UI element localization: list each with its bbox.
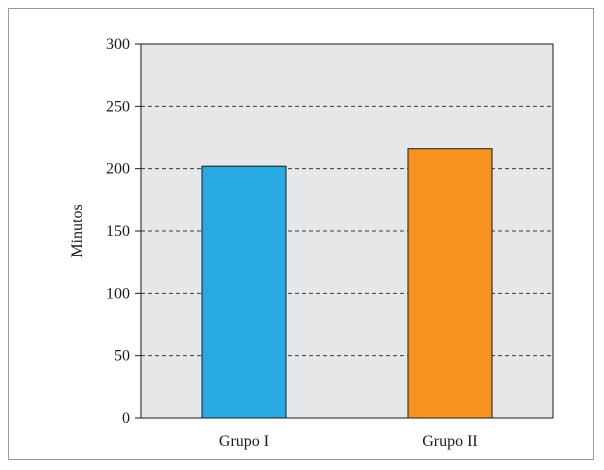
x-tick-label: Grupo I bbox=[219, 433, 269, 450]
y-tick-label: 150 bbox=[106, 223, 130, 240]
y-tick-label: 50 bbox=[114, 348, 130, 365]
plot-border bbox=[140, 43, 554, 419]
y-tick-label: 300 bbox=[106, 36, 130, 53]
axes bbox=[135, 43, 554, 419]
x-tick-label: Grupo II bbox=[422, 433, 478, 450]
y-tick-label: 0 bbox=[122, 410, 130, 427]
x-tick-labels: Grupo I Grupo II bbox=[219, 433, 478, 450]
bars bbox=[201, 148, 493, 419]
y-tick-labels: 0 50 100 150 200 250 300 bbox=[106, 36, 130, 427]
y-tick-label: 250 bbox=[106, 98, 130, 115]
y-tick-label: 200 bbox=[106, 161, 130, 178]
bar-2 bbox=[407, 148, 493, 419]
y-axis-label: Minutos bbox=[69, 204, 86, 257]
y-tick-label: 100 bbox=[106, 285, 130, 302]
bar-1 bbox=[201, 165, 287, 419]
